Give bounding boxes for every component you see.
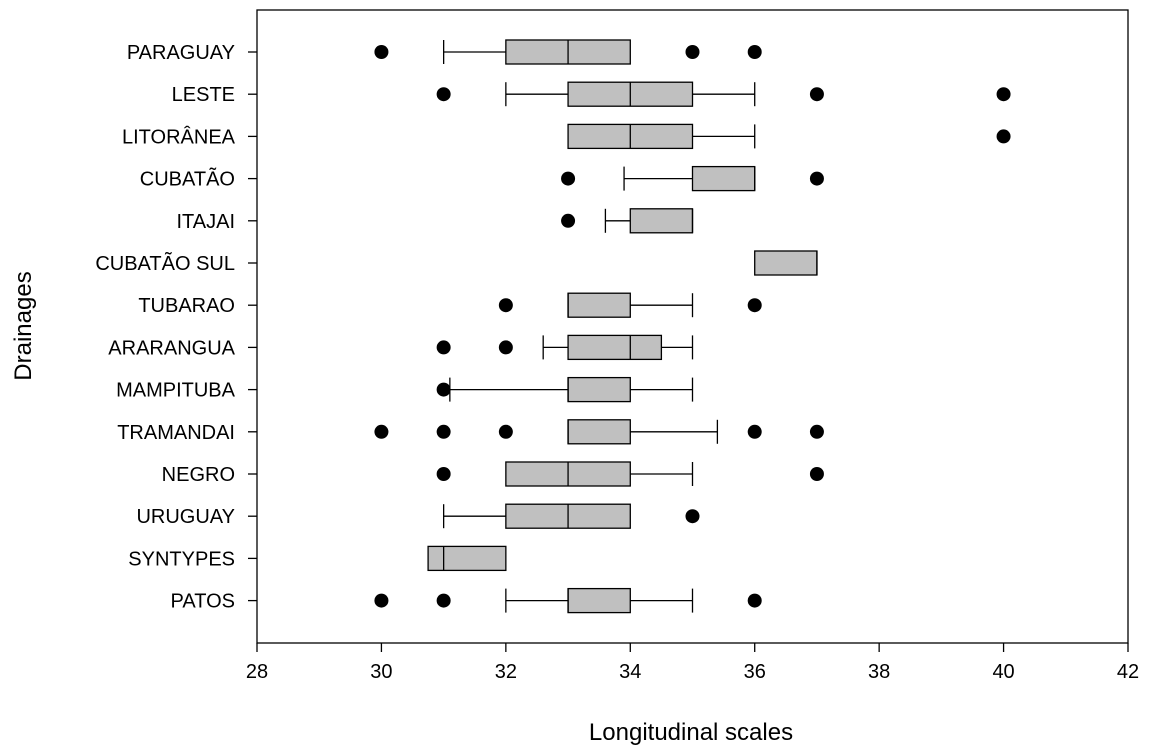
y-tick-label: TRAMANDAI xyxy=(117,422,235,444)
outlier-point xyxy=(436,593,451,608)
box xyxy=(691,165,756,192)
y-tick-label: LESTE xyxy=(172,84,235,106)
y-tick-label: CUBATÃO xyxy=(140,167,235,191)
y-tick-label: ARARANGUA xyxy=(108,337,235,359)
outlier-point xyxy=(436,467,451,481)
box xyxy=(567,292,631,318)
outlier-point xyxy=(436,382,451,397)
outlier-point xyxy=(561,213,576,228)
y-tick-label: PARAGUAY xyxy=(127,42,235,64)
outlier-point xyxy=(498,424,513,439)
x-tick-label: 36 xyxy=(744,661,766,683)
box xyxy=(567,334,663,361)
plot-area: 28 30 32 34 36 38 40 42 PARAGUAY LESTE LITORÂNEA CU… xyxy=(95,9,1139,683)
box xyxy=(629,208,694,234)
x-tick-label: 30 xyxy=(370,661,392,683)
x-tick-label: 32 xyxy=(495,661,517,683)
plot-frame xyxy=(256,9,1129,644)
y-tick-label: LITORÂNEA xyxy=(122,125,236,148)
y-tick-label: ITAJAI xyxy=(176,211,235,233)
outlier-point xyxy=(436,340,451,355)
outlier-point xyxy=(809,171,824,186)
x-axis-title: Longitudinal scales xyxy=(589,719,793,746)
y-tick-label: NEGRO xyxy=(162,464,235,486)
outlier-point xyxy=(498,298,513,313)
outlier-point xyxy=(374,45,389,59)
y-tick-label: MAMPITUBA xyxy=(116,380,236,402)
y-axis-title: Drainages xyxy=(10,271,37,380)
y-tick-label: SYNTYPES xyxy=(128,548,235,570)
y-tick-label: CUBATÃO SUL xyxy=(95,251,235,275)
box xyxy=(567,587,631,614)
x-tick-label: 28 xyxy=(246,661,268,683)
x-tick-label: 42 xyxy=(1117,661,1139,683)
outlier-point xyxy=(436,424,451,439)
outlier-point xyxy=(685,45,700,59)
outlier-point xyxy=(747,298,762,313)
outlier-point xyxy=(498,340,513,355)
outlier-point xyxy=(685,509,700,524)
box xyxy=(567,419,631,445)
outlier-point xyxy=(996,129,1011,144)
outlier-point xyxy=(374,593,389,608)
outlier-point xyxy=(436,87,451,102)
y-tick-label: URUGUAY xyxy=(136,506,235,528)
outlier-point xyxy=(374,424,389,439)
box xyxy=(754,250,818,276)
outlier-point xyxy=(561,171,576,186)
outlier-point xyxy=(996,87,1011,102)
box xyxy=(427,545,507,572)
x-tick-label: 38 xyxy=(868,661,890,683)
outlier-point xyxy=(747,45,762,59)
box xyxy=(567,376,631,403)
outlier-point xyxy=(809,87,824,102)
x-tick-label: 40 xyxy=(992,661,1014,683)
outlier-point xyxy=(809,467,824,481)
outlier-point xyxy=(747,593,762,608)
outlier-point xyxy=(809,424,824,439)
y-tick-label: PATOS xyxy=(171,591,235,613)
x-tick-label: 34 xyxy=(619,661,641,683)
y-tick-label: TUBARAO xyxy=(138,295,235,317)
outlier-point xyxy=(747,424,762,439)
